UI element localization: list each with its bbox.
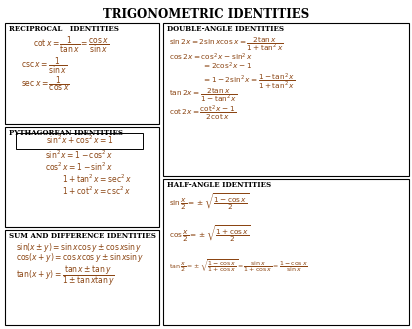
Text: $\sec x = \dfrac{1}{\cos x}$: $\sec x = \dfrac{1}{\cos x}$ [21,75,69,93]
Text: PYTHAGOREAN IDENTITIES: PYTHAGOREAN IDENTITIES [9,129,123,137]
Text: TRIGONOMETRIC IDENTITIES: TRIGONOMETRIC IDENTITIES [103,8,309,21]
Bar [16,133,143,149]
Text: $\cot 2x = \dfrac{\cot^2 x-1}{2\cot x}$: $\cot 2x = \dfrac{\cot^2 x-1}{2\cot x}$ [169,104,236,122]
Text: DOUBLE-ANGLE IDENTITIES: DOUBLE-ANGLE IDENTITIES [167,25,284,33]
Bar [163,179,409,325]
Bar [5,127,159,227]
Text: $\cos 2x = \cos^2 x - \sin^2 x$: $\cos 2x = \cos^2 x - \sin^2 x$ [169,52,253,63]
Text: $\sin^2 x = 1 - \cos^2 x$: $\sin^2 x = 1 - \cos^2 x$ [45,149,114,161]
Text: $\cot x = \dfrac{1}{\tan x} = \dfrac{\cos x}{\sin x}$: $\cot x = \dfrac{1}{\tan x} = \dfrac{\co… [33,35,109,55]
Bar [5,230,159,325]
Text: $\tan 2x = \dfrac{2\tan x}{1-\tan^2 x}$: $\tan 2x = \dfrac{2\tan x}{1-\tan^2 x}$ [169,87,237,104]
Text: $= 1 - 2\sin^2 x = \dfrac{1-\tan^2 x}{1+\tan^2 x}$: $= 1 - 2\sin^2 x = \dfrac{1-\tan^2 x}{1+… [202,71,295,90]
Text: $\sin^2 x + \cos^2 x = 1$: $\sin^2 x + \cos^2 x = 1$ [46,133,113,146]
Text: $1 + \cot^2 x = \csc^2 x$: $1 + \cot^2 x = \csc^2 x$ [62,185,131,197]
Text: RECIPROCAL   IDENTITIES: RECIPROCAL IDENTITIES [9,25,119,33]
Text: $\cos\dfrac{x}{2} = \pm\sqrt{\dfrac{1+\cos x}{2}}$: $\cos\dfrac{x}{2} = \pm\sqrt{\dfrac{1+\c… [169,224,251,245]
Bar [5,23,159,124]
Text: $\cos(x + y) = \cos x \cos y \pm \sin x \sin y$: $\cos(x + y) = \cos x \cos y \pm \sin x … [16,251,145,264]
Text: $\tan\dfrac{x}{2} = \pm\sqrt{\dfrac{1-\cos x}{1+\cos x}} = \dfrac{\sin x}{1+\cos: $\tan\dfrac{x}{2} = \pm\sqrt{\dfrac{1-\c… [169,257,308,274]
Text: $\sin 2x = 2\sin x\cos x = \dfrac{2\tan x}{1+\tan^2 x}$: $\sin 2x = 2\sin x\cos x = \dfrac{2\tan … [169,36,283,53]
Text: $1 + \tan^2 x = \sec^2 x$: $1 + \tan^2 x = \sec^2 x$ [62,173,132,185]
Text: $\tan(x + y) = \dfrac{\tan x \pm \tan y}{1 \pm \tan x \tan y}$: $\tan(x + y) = \dfrac{\tan x \pm \tan y}… [16,264,115,288]
Text: $\sin(x \pm y) = \sin x \cos y \pm \cos x \sin y$: $\sin(x \pm y) = \sin x \cos y \pm \cos … [16,241,143,254]
Text: $= 2\cos^2 x - 1$: $= 2\cos^2 x - 1$ [202,61,252,72]
Text: SUM AND DIFFERENCE IDENTITIES: SUM AND DIFFERENCE IDENTITIES [9,232,156,240]
Text: HALF-ANGLE IDENTITIES: HALF-ANGLE IDENTITIES [167,181,271,189]
Text: $\cos^2 x = 1 - \sin^2 x$: $\cos^2 x = 1 - \sin^2 x$ [45,161,114,173]
Text: $\csc x = \dfrac{1}{\sin x}$: $\csc x = \dfrac{1}{\sin x}$ [21,55,67,76]
Bar [163,23,409,176]
Text: $\sin\dfrac{x}{2} = \pm\sqrt{\dfrac{1-\cos x}{2}}$: $\sin\dfrac{x}{2} = \pm\sqrt{\dfrac{1-\c… [169,191,249,213]
